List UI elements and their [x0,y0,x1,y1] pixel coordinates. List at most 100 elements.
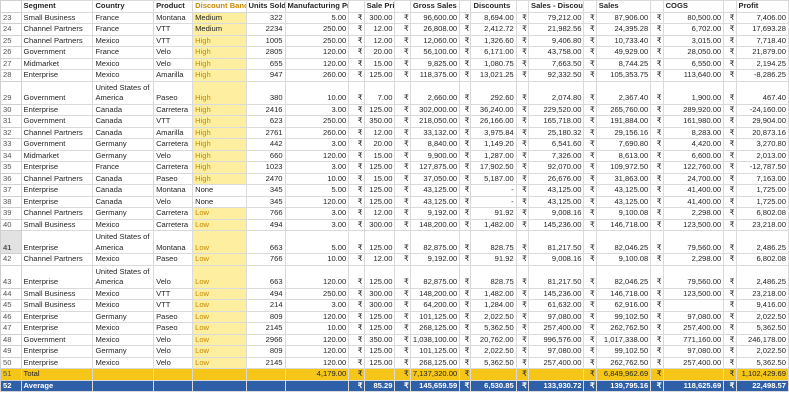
gross-sales-cell[interactable]: 101,125.00 [409,345,461,358]
row-number[interactable]: 41 [0,230,22,254]
cogs-cell[interactable]: 28,050.00 [662,46,725,59]
gross-sales-cell[interactable]: 268,125.00 [409,356,461,369]
cogs-cell[interactable]: 6,702.00 [662,23,725,36]
discounts-cell[interactable]: 1,080.75 [470,57,517,70]
discount-band-cell[interactable]: High [192,138,247,151]
total-sales-cell[interactable]: 6,849,962.69 [595,368,652,381]
manufacturing-price-cell[interactable]: 120.00 [284,345,350,358]
sales-cell[interactable]: 8,613.00 [595,149,652,162]
discount-band-cell[interactable]: Medium [192,11,247,24]
discount-band-cell[interactable]: High [192,57,247,70]
discount-band-cell[interactable]: High [192,46,247,59]
country-cell[interactable]: United States of America [92,80,155,105]
units-sold-cell[interactable]: 1023 [245,161,286,174]
empty-cell[interactable] [363,368,396,381]
table-row[interactable]: 38 Enterprise Canada Velo None 345 120.00 ₹125.… [0,195,789,208]
average-cogs-cell[interactable]: 118,625.69 [662,379,725,392]
segment-cell[interactable]: Channel Partners [20,34,94,47]
table-row[interactable]: 43 Enterprise United States of America Velo… [0,264,789,289]
cogs-cell[interactable]: 41,400.00 [662,195,725,208]
country-cell[interactable]: Germany [92,207,155,220]
units-sold-cell[interactable]: 809 [245,310,286,323]
gross-sales-cell[interactable]: 101,125.00 [409,310,461,323]
discount-band-cell[interactable]: Low [192,253,247,266]
profit-cell[interactable]: 2,486.25 [735,230,789,254]
units-sold-cell[interactable]: 322 [245,11,286,24]
gross-sales-cell[interactable]: 64,200.00 [409,299,461,312]
sale-price-cell[interactable]: 125.00 [363,103,396,116]
table-row[interactable]: 36 Channel Partners Canada Paseo High 2470 10.… [0,172,789,185]
table-row[interactable]: 27 Midmarket Mexico Velo High 655 120.00 ₹15.00… [0,57,789,70]
profit-cell[interactable]: 1,725.00 [735,195,789,208]
country-cell[interactable]: Mexico [92,333,155,346]
gross-sales-cell[interactable]: 9,192.00 [409,253,461,266]
cogs-cell[interactable]: 6,600.00 [662,149,725,162]
discounts-cell[interactable]: 292.60 [470,80,517,105]
table-row[interactable]: 46 Enterprise Germany Paseo Low 809 120.00 ₹125… [0,310,789,323]
gross-sales-cell[interactable]: 127,875.00 [409,161,461,174]
sales-cell[interactable]: 82,046.25 [595,264,652,289]
discounts-cell[interactable]: 91.92 [470,207,517,220]
segment-cell[interactable]: Government [20,115,94,128]
discounts-cell[interactable]: 5,187.00 [470,172,517,185]
manufacturing-price-cell[interactable]: 120.00 [284,46,350,59]
row-number[interactable]: 39 [0,207,22,220]
country-cell[interactable]: Germany [92,138,155,151]
segment-cell[interactable]: Enterprise [20,184,94,197]
manufacturing-price-cell[interactable]: 120.00 [284,310,350,323]
manufacturing-price-cell[interactable]: 260.00 [284,69,350,82]
discount-band-cell[interactable]: Low [192,264,247,289]
column-header[interactable]: Manufacturing Price [284,0,350,13]
gross-sales-cell[interactable]: 43,125.00 [409,184,461,197]
average-sales-cell[interactable]: 139,795.16 [595,379,652,392]
profit-cell[interactable]: 7,406.00 [735,11,789,24]
units-sold-cell[interactable]: 2416 [245,103,286,116]
sales-cell[interactable]: 265,760.00 [595,103,652,116]
column-header[interactable] [583,0,597,13]
sales-minus-discounts-cell[interactable]: 996,576.00 [527,333,585,346]
gross-sales-cell[interactable]: 9,192.00 [409,207,461,220]
units-sold-cell[interactable]: 655 [245,57,286,70]
total-profit-cell[interactable]: 1,102,429.69 [735,368,789,381]
sales-cell[interactable]: 10,733.40 [595,34,652,47]
manufacturing-price-cell[interactable]: 120.00 [284,333,350,346]
discount-band-cell[interactable]: High [192,69,247,82]
manufacturing-price-cell[interactable]: 3.00 [284,103,350,116]
product-cell[interactable]: VTT [153,115,194,128]
profit-cell[interactable]: 7,163.00 [735,172,789,185]
product-cell[interactable]: Montana [153,11,194,24]
column-header[interactable]: Profit [735,0,789,13]
table-row[interactable]: 26 Government France Velo High 2805 120.00 ₹20.… [0,46,789,59]
empty-cell[interactable] [245,379,286,392]
segment-cell[interactable]: Small Business [20,218,94,231]
average-profit-cell[interactable]: 22,498.57 [735,379,789,392]
column-header[interactable] [650,0,664,13]
segment-cell[interactable]: Channel Partners [20,23,94,36]
units-sold-cell[interactable]: 663 [245,264,286,289]
sales-cell[interactable]: 146,718.00 [595,287,652,300]
sales-minus-discounts-cell[interactable]: 6,541.60 [527,138,585,151]
country-cell[interactable]: Canada [92,126,155,139]
country-cell[interactable]: Germany [92,149,155,162]
row-number[interactable]: 52 [0,379,22,392]
column-header[interactable] [394,0,411,13]
row-number[interactable]: 42 [0,253,22,266]
cogs-cell[interactable]: 123,500.00 [662,218,725,231]
row-number[interactable]: 31 [0,115,22,128]
profit-cell[interactable]: 467.40 [735,80,789,105]
product-cell[interactable]: Carretera [153,161,194,174]
profit-cell[interactable]: 5,362.50 [735,322,789,335]
table-row[interactable]: 47 Enterprise Mexico Paseo Low 2145 10.00 ₹125.… [0,322,789,335]
gross-sales-cell[interactable]: 43,125.00 [409,195,461,208]
table-row[interactable]: 40 Small Business Mexico Carretera Low 494 3.0… [0,218,789,231]
manufacturing-price-cell[interactable]: 10.00 [284,253,350,266]
cogs-cell[interactable]: 257,400.00 [662,356,725,369]
cogs-cell[interactable]: 2,298.00 [662,253,725,266]
row-number[interactable]: 45 [0,299,22,312]
units-sold-cell[interactable]: 766 [245,253,286,266]
profit-cell[interactable]: 2,194.25 [735,57,789,70]
cogs-cell[interactable]: 6,550.00 [662,57,725,70]
units-sold-cell[interactable]: 494 [245,287,286,300]
sales-minus-discounts-cell[interactable]: 97,080.00 [527,310,585,323]
cogs-cell[interactable]: 3,015.00 [662,34,725,47]
